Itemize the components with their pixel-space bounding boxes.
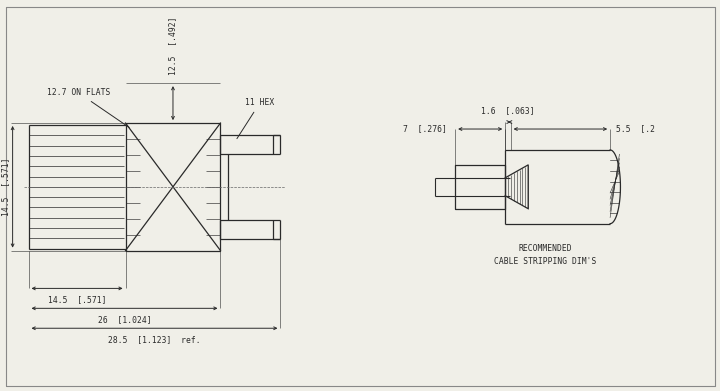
Text: 14.5  [.571]: 14.5 [.571]	[48, 295, 107, 304]
Text: 7  [.276]: 7 [.276]	[403, 124, 447, 133]
Text: 12.7 ON FLATS: 12.7 ON FLATS	[47, 88, 129, 127]
Text: 1.6  [.063]: 1.6 [.063]	[481, 106, 535, 115]
Text: RECOMMENDED
CABLE STRIPPING DIM'S: RECOMMENDED CABLE STRIPPING DIM'S	[494, 244, 596, 266]
Text: 26  [1.024]: 26 [1.024]	[98, 315, 151, 324]
Text: 11 HEX: 11 HEX	[237, 98, 274, 139]
Text: 14.5  [.571]: 14.5 [.571]	[1, 158, 10, 216]
Text: 12.5  [.492]: 12.5 [.492]	[168, 17, 177, 75]
Text: 5.5  [.2: 5.5 [.2	[616, 124, 655, 133]
Text: 28.5  [1.123]  ref.: 28.5 [1.123] ref.	[108, 335, 201, 344]
